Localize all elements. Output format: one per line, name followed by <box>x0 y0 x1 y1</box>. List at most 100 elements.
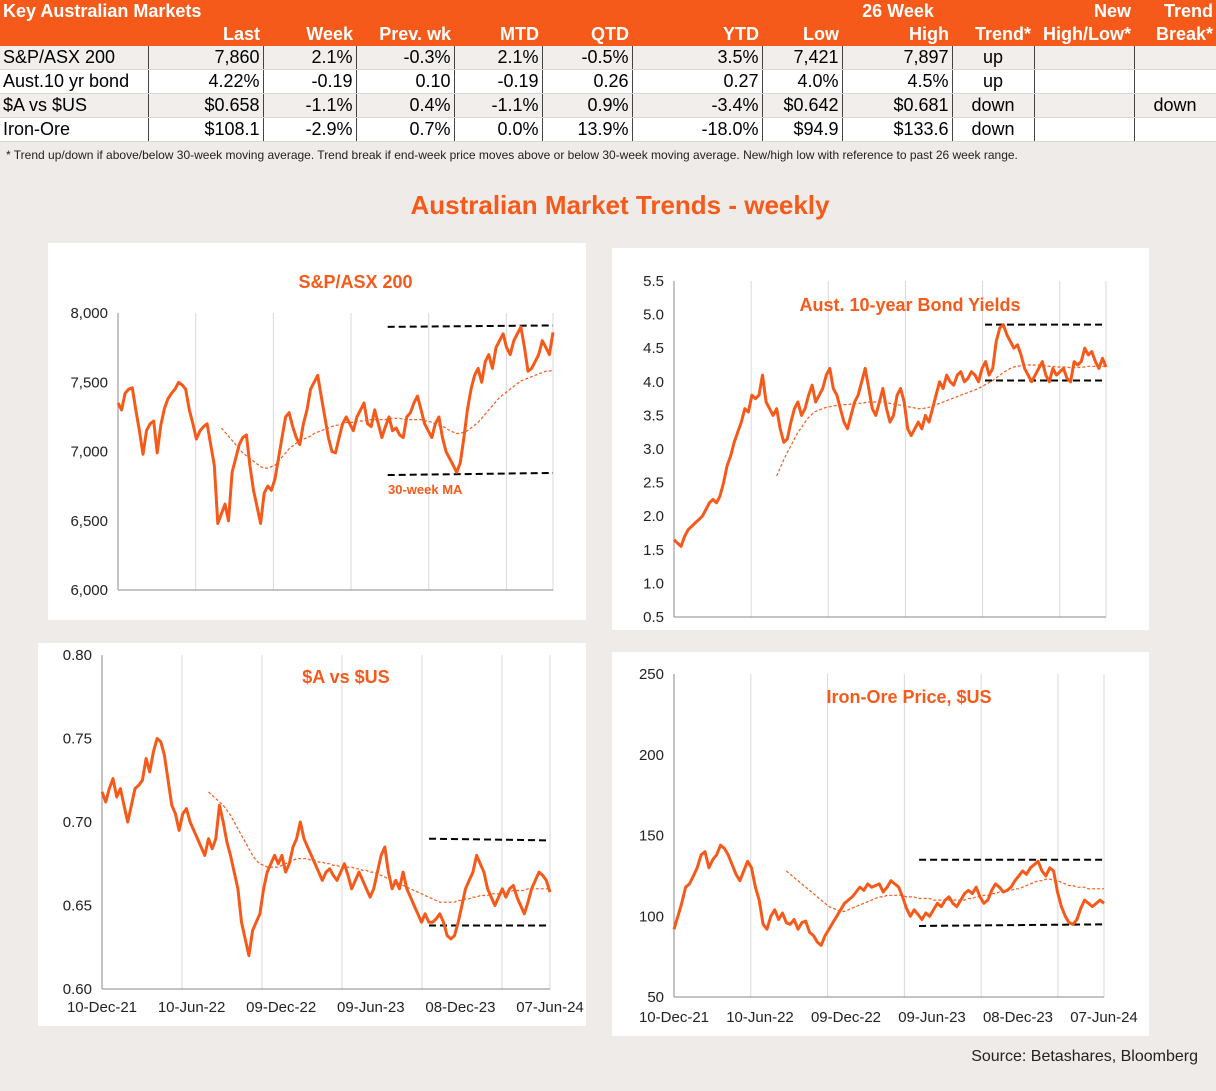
table-cell: 4.0% <box>762 69 843 94</box>
y-tick-label: 7,000 <box>70 444 108 461</box>
y-tick-label: 0.75 <box>63 731 92 748</box>
col-header: YTD <box>632 23 762 46</box>
table-cell <box>1034 46 1135 70</box>
y-tick-label: 3.0 <box>643 441 664 458</box>
price-line <box>116 325 555 525</box>
table-cell: up <box>952 46 1035 70</box>
table-cell: $0.658 <box>148 93 264 118</box>
chart-title: $A vs $US <box>302 667 389 687</box>
table-cell: 3.5% <box>632 46 763 70</box>
header-blank <box>0 23 148 46</box>
table-cell: 0.4% <box>356 93 455 118</box>
moving-average-line <box>220 369 554 469</box>
col-header: Low <box>762 23 842 46</box>
table-cell: 0.10 <box>356 69 455 94</box>
y-tick-label: 5.5 <box>643 273 664 290</box>
table-cell: -1.1% <box>263 93 357 118</box>
asx-chart-panel: 6,000 6,500 7,000 7,500 8,000 S&P/ASX 200 30-w… <box>48 243 586 620</box>
row-name: Aust.10 yr bond <box>0 69 149 94</box>
table-cell: -0.5% <box>542 46 633 70</box>
range-low-line <box>387 471 554 477</box>
range-low-line <box>919 923 1105 927</box>
x-tick-label: 09-Jun-23 <box>898 1009 966 1026</box>
x-tick-label: 10-Dec-21 <box>67 999 137 1016</box>
table-cell: 2.1% <box>263 46 357 70</box>
row-name: $A vs $US <box>0 93 149 118</box>
table-row: Aust.10 yr bond 4.22% -0.19 0.10 -0.19 0.26 0.… <box>0 69 1216 94</box>
price-line <box>100 737 552 958</box>
aud-chart: 0.60 0.65 0.70 0.75 0.80 10-Dec-21 10-Jun-22 09… <box>63 647 584 1016</box>
table-cell: 0.26 <box>542 69 633 94</box>
table-cell: $94.9 <box>762 117 843 142</box>
table-cell <box>1034 93 1135 118</box>
y-tick-label: 2.0 <box>643 508 664 525</box>
table-cell: -0.19 <box>454 69 543 94</box>
y-tick-label: 2.5 <box>643 475 664 492</box>
table-cell: down <box>952 117 1035 142</box>
table-cell: $0.681 <box>842 93 953 118</box>
table-row: $A vs $US $0.658 -1.1% 0.4% -1.1% 0.9% -3.4% $0… <box>0 93 1216 118</box>
y-tick-label: 1.5 <box>643 542 664 559</box>
x-tick-label: 08-Dec-23 <box>425 999 495 1016</box>
col-header: Last <box>148 23 263 46</box>
x-tick-label: 10-Jun-22 <box>726 1009 794 1026</box>
main-title: Australian Market Trends - weekly <box>410 190 830 220</box>
col-header: Break* <box>1134 23 1216 46</box>
table-cell: $108.1 <box>148 117 264 142</box>
y-tick-label: 0.65 <box>63 898 92 915</box>
col-header: QTD <box>542 23 632 46</box>
y-tick-label: 0.60 <box>63 981 92 998</box>
row-name: Iron-Ore <box>0 117 149 142</box>
y-tick-label: 5.0 <box>643 307 664 324</box>
table-cell: up <box>952 69 1035 94</box>
x-tick-label: 09-Dec-22 <box>811 1009 881 1026</box>
chart-title: S&P/ASX 200 <box>298 272 412 292</box>
x-tick-label: 09-Dec-22 <box>246 999 316 1016</box>
x-tick-label: 07-Jun-24 <box>1070 1009 1138 1026</box>
col-header: Trend* <box>952 23 1034 46</box>
table-cell: -18.0% <box>632 117 763 142</box>
table-cell: 2.1% <box>454 46 543 70</box>
y-tick-label: 6,500 <box>70 513 108 530</box>
table-cell: 7,860 <box>148 46 264 70</box>
table-row: Iron-Ore $108.1 -2.9% 0.7% 0.0% 13.9% -18.0% $9… <box>0 117 1216 142</box>
y-tick-label: 7,500 <box>70 374 108 391</box>
asx-chart: 6,000 6,500 7,000 7,500 8,000 S&P/ASX 200 30-w… <box>70 272 555 599</box>
ma-annotation: 30-week MA <box>388 482 463 497</box>
range-high-line <box>387 324 554 328</box>
price-line <box>672 843 1105 947</box>
y-tick-label: 0.5 <box>643 609 664 626</box>
col-header: High <box>842 23 952 46</box>
aud-chart-panel: 0.60 0.65 0.70 0.75 0.80 10-Dec-21 10-Jun-22 09… <box>38 643 586 1026</box>
table-cell: 0.9% <box>542 93 633 118</box>
col-header: High/Low* <box>1034 23 1134 46</box>
y-tick-label: 4.0 <box>643 374 664 391</box>
table-header-row-2: Last Week Prev. wk MTD QTD YTD Low High … <box>0 23 1216 46</box>
table-cell: 0.7% <box>356 117 455 142</box>
col-header: Week <box>263 23 356 46</box>
chart-title: Iron-Ore Price, $US <box>826 687 991 707</box>
y-tick-label: 3.5 <box>643 407 664 424</box>
table-cell: -3.4% <box>632 93 763 118</box>
y-tick-label: 250 <box>639 666 664 683</box>
table-cell: 4.5% <box>842 69 953 94</box>
header-trend: Trend <box>1134 0 1216 23</box>
y-tick-label: 0.70 <box>63 814 92 831</box>
y-tick-label: 6,000 <box>70 582 108 599</box>
table-cell: 4.22% <box>148 69 264 94</box>
chart-title: Aust. 10-year Bond Yields <box>799 295 1020 315</box>
table-cell: $0.642 <box>762 93 843 118</box>
table-title: Key Australian Markets <box>0 0 762 23</box>
x-tick-label: 10-Dec-21 <box>639 1009 709 1026</box>
header-new: New <box>1034 0 1134 23</box>
moving-average-line <box>208 791 550 903</box>
table-cell: -2.9% <box>263 117 357 142</box>
row-name: S&P/ASX 200 <box>0 46 149 70</box>
table-cell: $133.6 <box>842 117 953 142</box>
table-row: S&P/ASX 200 7,860 2.1% -0.3% 2.1% -0.5% 3.5% 7,… <box>0 46 1216 70</box>
moving-average-line <box>776 364 1106 477</box>
markets-table: Key Australian Markets 26 Week New Trend… <box>0 0 1216 142</box>
y-tick-label: 150 <box>639 828 664 845</box>
table-cell: down <box>952 93 1035 118</box>
source-note: Source: Betashares, Bloomberg <box>971 1048 1198 1065</box>
